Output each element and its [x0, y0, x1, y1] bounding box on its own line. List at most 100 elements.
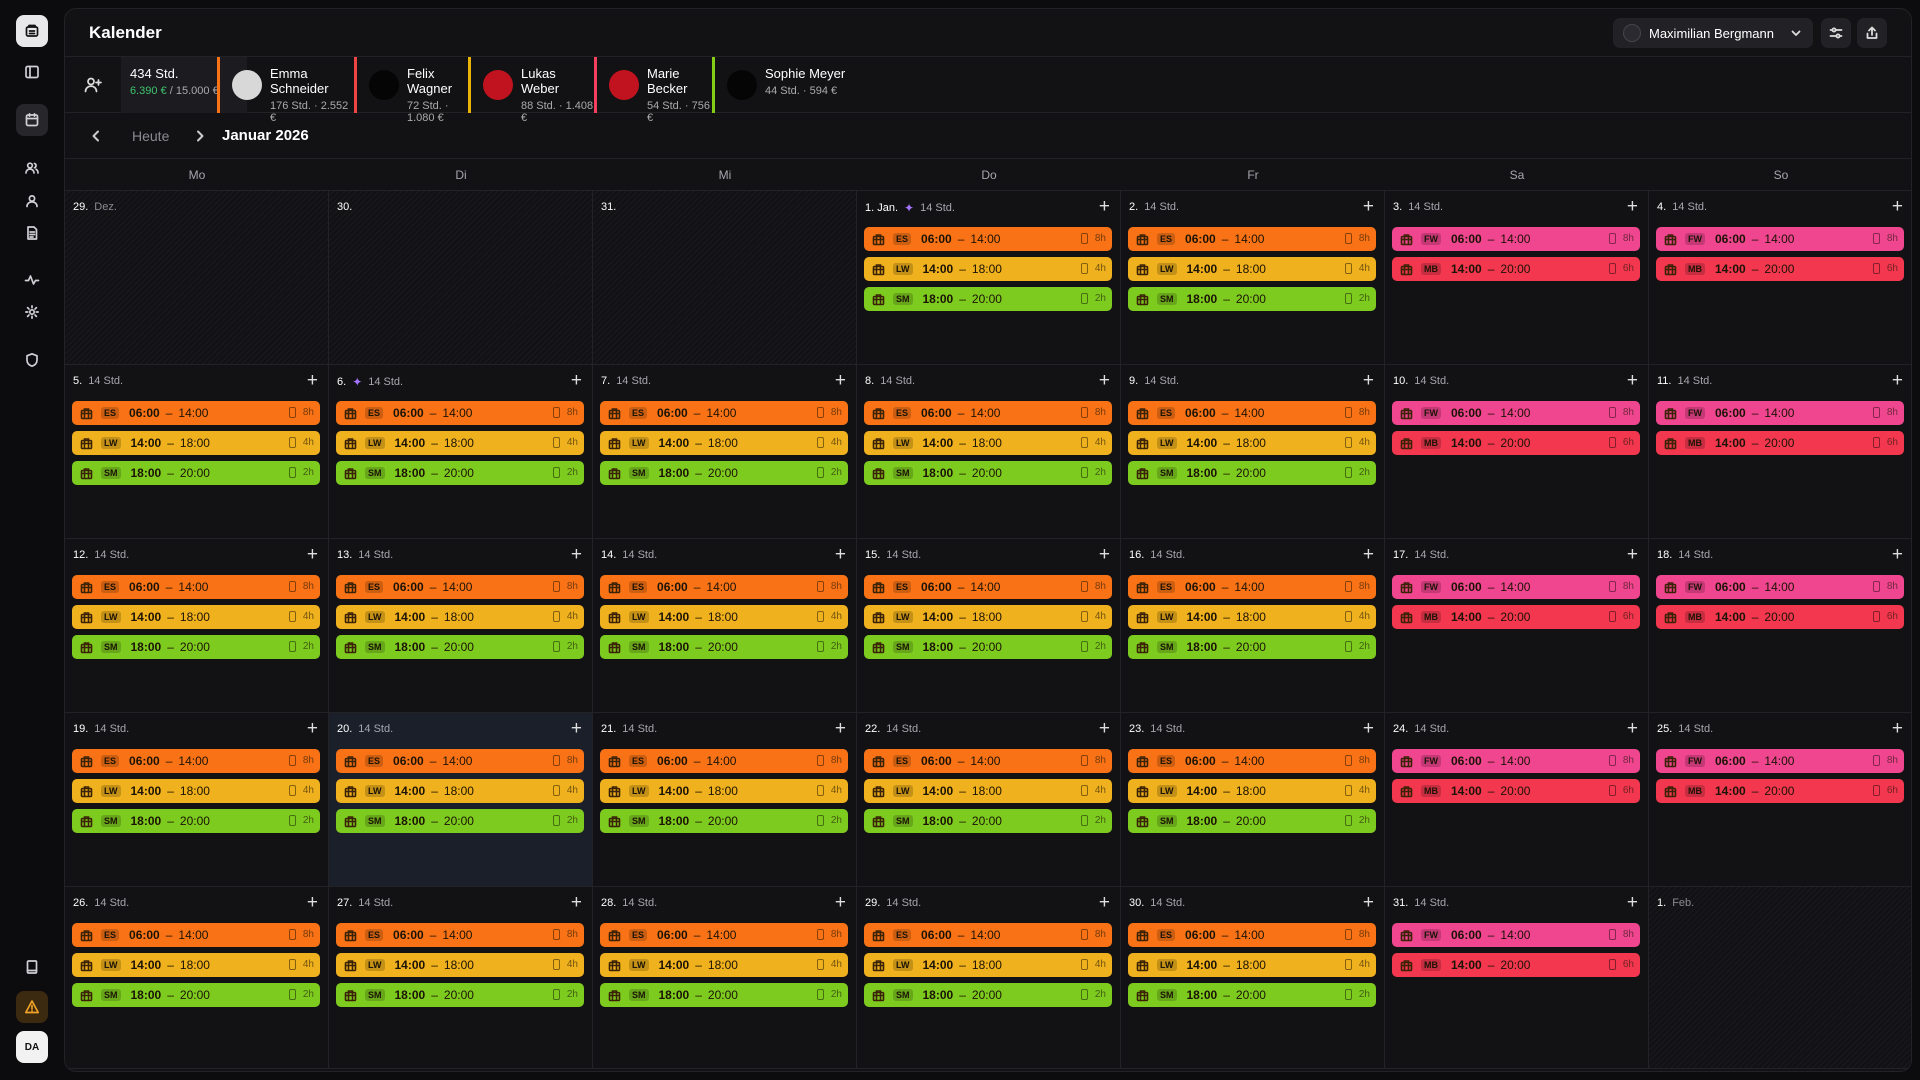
day-cell[interactable]: +11. 14 Std. FW 06:00–14:00 8h MB 14:00–20:00 6…: [1649, 365, 1911, 539]
shift-block[interactable]: LW 14:00–18:00 4h: [336, 953, 584, 977]
shift-block[interactable]: ES 06:00–14:00 8h: [336, 749, 584, 773]
shift-block[interactable]: LW 14:00–18:00 4h: [336, 605, 584, 629]
add-shift-button[interactable]: +: [1362, 196, 1374, 217]
shift-block[interactable]: ES 06:00–14:00 8h: [72, 923, 320, 947]
shift-block[interactable]: SM 18:00–20:00 2h: [1128, 635, 1376, 659]
add-shift-button[interactable]: +: [1626, 718, 1638, 739]
shift-block[interactable]: SM 18:00–20:00 2h: [864, 809, 1112, 833]
add-shift-button[interactable]: +: [834, 718, 846, 739]
day-cell[interactable]: +13. 14 Std. ES 06:00–14:00 8h LW 14:00–18:00 4…: [329, 539, 593, 713]
shift-block[interactable]: SM 18:00–20:00 2h: [1128, 461, 1376, 485]
employee-chip[interactable]: Lukas Weber 88 Std. · 1.408 €: [468, 57, 594, 124]
shift-block[interactable]: ES 06:00–14:00 8h: [864, 575, 1112, 599]
shift-block[interactable]: ES 06:00–14:00 8h: [864, 401, 1112, 425]
shift-block[interactable]: ES 06:00–14:00 8h: [72, 575, 320, 599]
day-cell[interactable]: +6. ✦ 14 Std. ES 06:00–14:00 8h LW 14:00–18:00 4…: [329, 365, 593, 539]
shift-block[interactable]: LW 14:00–18:00 4h: [1128, 431, 1376, 455]
shift-block[interactable]: MB 14:00–20:00 6h: [1656, 431, 1904, 455]
add-shift-button[interactable]: +: [1362, 718, 1374, 739]
shift-block[interactable]: MB 14:00–20:00 6h: [1392, 953, 1640, 977]
day-cell[interactable]: 31.: [593, 191, 857, 365]
user-icon[interactable]: [16, 185, 48, 217]
shift-block[interactable]: LW 14:00–18:00 4h: [72, 779, 320, 803]
add-shift-button[interactable]: +: [570, 370, 582, 391]
add-shift-button[interactable]: +: [1891, 544, 1903, 565]
shift-block[interactable]: ES 06:00–14:00 8h: [336, 923, 584, 947]
day-cell[interactable]: +12. 14 Std. ES 06:00–14:00 8h LW 14:00–18:00 4…: [65, 539, 329, 713]
day-cell[interactable]: +14. 14 Std. ES 06:00–14:00 8h LW 14:00–18:00 4…: [593, 539, 857, 713]
shift-block[interactable]: MB 14:00–20:00 6h: [1392, 605, 1640, 629]
shift-block[interactable]: LW 14:00–18:00 4h: [72, 431, 320, 455]
add-shift-button[interactable]: +: [834, 370, 846, 391]
documents-icon[interactable]: [16, 217, 48, 249]
shift-block[interactable]: LW 14:00–18:00 4h: [600, 779, 848, 803]
add-shift-button[interactable]: +: [1626, 196, 1638, 217]
shift-block[interactable]: LW 14:00–18:00 4h: [864, 953, 1112, 977]
day-cell[interactable]: +2. 14 Std. ES 06:00–14:00 8h LW 14:00–18:00 4h…: [1121, 191, 1385, 365]
shift-block[interactable]: ES 06:00–14:00 8h: [336, 575, 584, 599]
shift-block[interactable]: LW 14:00–18:00 4h: [600, 431, 848, 455]
day-cell[interactable]: +29. 14 Std. ES 06:00–14:00 8h LW 14:00–18:00 4…: [857, 887, 1121, 1069]
add-shift-button[interactable]: +: [1098, 370, 1110, 391]
day-cell[interactable]: +28. 14 Std. ES 06:00–14:00 8h LW 14:00–18:00 4…: [593, 887, 857, 1069]
shift-block[interactable]: FW 06:00–14:00 8h: [1656, 749, 1904, 773]
shift-block[interactable]: SM 18:00–20:00 2h: [72, 635, 320, 659]
add-shift-button[interactable]: +: [306, 544, 318, 565]
shift-block[interactable]: SM 18:00–20:00 2h: [864, 635, 1112, 659]
shift-block[interactable]: SM 18:00–20:00 2h: [600, 809, 848, 833]
shift-block[interactable]: SM 18:00–20:00 2h: [336, 635, 584, 659]
shift-block[interactable]: SM 18:00–20:00 2h: [336, 983, 584, 1007]
shift-block[interactable]: LW 14:00–18:00 4h: [864, 779, 1112, 803]
shift-block[interactable]: LW 14:00–18:00 4h: [72, 605, 320, 629]
shift-block[interactable]: SM 18:00–20:00 2h: [600, 635, 848, 659]
add-staff-button[interactable]: [79, 71, 107, 99]
add-shift-button[interactable]: +: [834, 892, 846, 913]
shift-block[interactable]: SM 18:00–20:00 2h: [72, 983, 320, 1007]
chevron-right-icon[interactable]: [193, 129, 207, 148]
add-shift-button[interactable]: +: [1362, 544, 1374, 565]
shift-block[interactable]: FW 06:00–14:00 8h: [1656, 575, 1904, 599]
day-cell[interactable]: +17. 14 Std. FW 06:00–14:00 8h MB 14:00–20:00 6…: [1385, 539, 1649, 713]
add-shift-button[interactable]: +: [1098, 718, 1110, 739]
shift-block[interactable]: ES 06:00–14:00 8h: [600, 575, 848, 599]
day-cell[interactable]: +5. 14 Std. ES 06:00–14:00 8h LW 14:00–18:00 4h…: [65, 365, 329, 539]
add-shift-button[interactable]: +: [1098, 892, 1110, 913]
add-shift-button[interactable]: +: [1626, 544, 1638, 565]
shift-block[interactable]: FW 06:00–14:00 8h: [1392, 749, 1640, 773]
settings-gear-icon[interactable]: [16, 296, 48, 328]
shift-block[interactable]: FW 06:00–14:00 8h: [1392, 227, 1640, 251]
shield-icon[interactable]: [16, 344, 48, 376]
day-cell[interactable]: +8. 14 Std. ES 06:00–14:00 8h LW 14:00–18:00 4h…: [857, 365, 1121, 539]
add-shift-button[interactable]: +: [570, 718, 582, 739]
shift-block[interactable]: SM 18:00–20:00 2h: [72, 809, 320, 833]
add-shift-button[interactable]: +: [1626, 892, 1638, 913]
shift-block[interactable]: MB 14:00–20:00 6h: [1656, 605, 1904, 629]
day-cell[interactable]: +9. 14 Std. ES 06:00–14:00 8h LW 14:00–18:00 4h…: [1121, 365, 1385, 539]
team-icon[interactable]: [16, 152, 48, 184]
shift-block[interactable]: LW 14:00–18:00 4h: [72, 953, 320, 977]
employee-chip[interactable]: Sophie Meyer 44 Std. · 594 €: [712, 57, 862, 113]
export-button[interactable]: [1857, 18, 1887, 48]
shift-block[interactable]: ES 06:00–14:00 8h: [864, 749, 1112, 773]
shift-block[interactable]: FW 06:00–14:00 8h: [1392, 575, 1640, 599]
shift-block[interactable]: MB 14:00–20:00 6h: [1392, 779, 1640, 803]
shift-block[interactable]: ES 06:00–14:00 8h: [864, 227, 1112, 251]
day-cell[interactable]: +23. 14 Std. ES 06:00–14:00 8h LW 14:00–18:00 4…: [1121, 713, 1385, 887]
add-shift-button[interactable]: +: [306, 892, 318, 913]
user-selector[interactable]: Maximilian Bergmann: [1613, 18, 1813, 48]
day-cell[interactable]: +4. 14 Std. FW 06:00–14:00 8h MB 14:00–20:00 6h: [1649, 191, 1911, 365]
shift-block[interactable]: LW 14:00–18:00 4h: [336, 779, 584, 803]
shift-block[interactable]: ES 06:00–14:00 8h: [72, 401, 320, 425]
day-cell[interactable]: +3. 14 Std. FW 06:00–14:00 8h MB 14:00–20:00 6h: [1385, 191, 1649, 365]
day-cell[interactable]: +15. 14 Std. ES 06:00–14:00 8h LW 14:00–18:00 4…: [857, 539, 1121, 713]
shift-block[interactable]: MB 14:00–20:00 6h: [1392, 431, 1640, 455]
add-shift-button[interactable]: +: [1362, 370, 1374, 391]
shift-block[interactable]: MB 14:00–20:00 6h: [1392, 257, 1640, 281]
add-shift-button[interactable]: +: [306, 718, 318, 739]
activity-icon[interactable]: [16, 264, 48, 296]
shift-block[interactable]: ES 06:00–14:00 8h: [600, 749, 848, 773]
shift-block[interactable]: LW 14:00–18:00 4h: [864, 605, 1112, 629]
shift-block[interactable]: LW 14:00–18:00 4h: [600, 605, 848, 629]
add-shift-button[interactable]: +: [570, 892, 582, 913]
add-shift-button[interactable]: +: [834, 544, 846, 565]
